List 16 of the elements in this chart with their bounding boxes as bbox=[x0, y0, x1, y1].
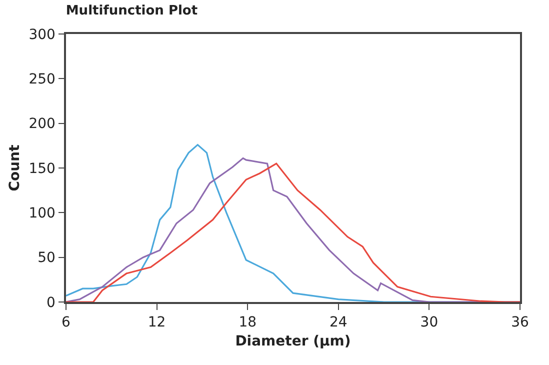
y-tick-label: 250 bbox=[28, 72, 56, 88]
x-tick-label: 30 bbox=[420, 314, 438, 331]
y-axis-title: Count bbox=[6, 144, 23, 192]
y-tick-label: 200 bbox=[28, 116, 56, 132]
y-tick-label: 300 bbox=[28, 26, 56, 43]
x-tick-label: 6 bbox=[62, 314, 71, 331]
y-tick-label: 150 bbox=[28, 160, 56, 177]
x-tick-label: 36 bbox=[511, 314, 529, 331]
y-tick-label: 50 bbox=[38, 250, 56, 266]
y-tick-label: 100 bbox=[28, 206, 56, 222]
y-tick-label: 0 bbox=[46, 294, 56, 311]
x-tick-label: 24 bbox=[329, 314, 348, 331]
chart-title: Multifunction Plot bbox=[66, 4, 198, 19]
x-tick-label: 12 bbox=[148, 314, 166, 331]
x-tick-label: 18 bbox=[238, 314, 257, 331]
x-axis-title: Diameter (µm) bbox=[235, 333, 351, 350]
